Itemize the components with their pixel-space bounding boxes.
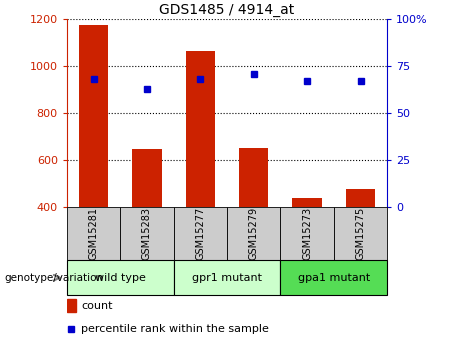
Text: GSM15279: GSM15279 <box>249 207 259 260</box>
Bar <box>67 299 76 312</box>
Title: GDS1485 / 4914_at: GDS1485 / 4914_at <box>160 2 295 17</box>
Bar <box>174 260 280 295</box>
Text: gpa1 mutant: gpa1 mutant <box>298 273 370 283</box>
Bar <box>227 207 280 260</box>
Text: GSM15277: GSM15277 <box>195 207 205 260</box>
Bar <box>174 207 227 260</box>
Bar <box>280 260 387 295</box>
Text: genotype/variation: genotype/variation <box>5 273 104 283</box>
Bar <box>67 207 120 260</box>
Text: GSM15281: GSM15281 <box>89 207 99 260</box>
Bar <box>132 149 162 207</box>
Text: GSM15283: GSM15283 <box>142 207 152 260</box>
Text: GSM15275: GSM15275 <box>355 207 366 260</box>
Text: percentile rank within the sample: percentile rank within the sample <box>81 324 269 334</box>
Bar <box>280 207 334 260</box>
Text: gpr1 mutant: gpr1 mutant <box>192 273 262 283</box>
Bar <box>120 207 174 260</box>
Bar <box>186 51 215 207</box>
Bar <box>239 148 268 207</box>
Bar <box>79 25 108 207</box>
Bar <box>292 198 322 207</box>
Text: wild type: wild type <box>95 273 146 283</box>
Bar <box>67 260 174 295</box>
Bar <box>346 189 375 207</box>
Bar <box>334 207 387 260</box>
Text: GSM15273: GSM15273 <box>302 207 312 260</box>
Text: count: count <box>81 301 113 311</box>
